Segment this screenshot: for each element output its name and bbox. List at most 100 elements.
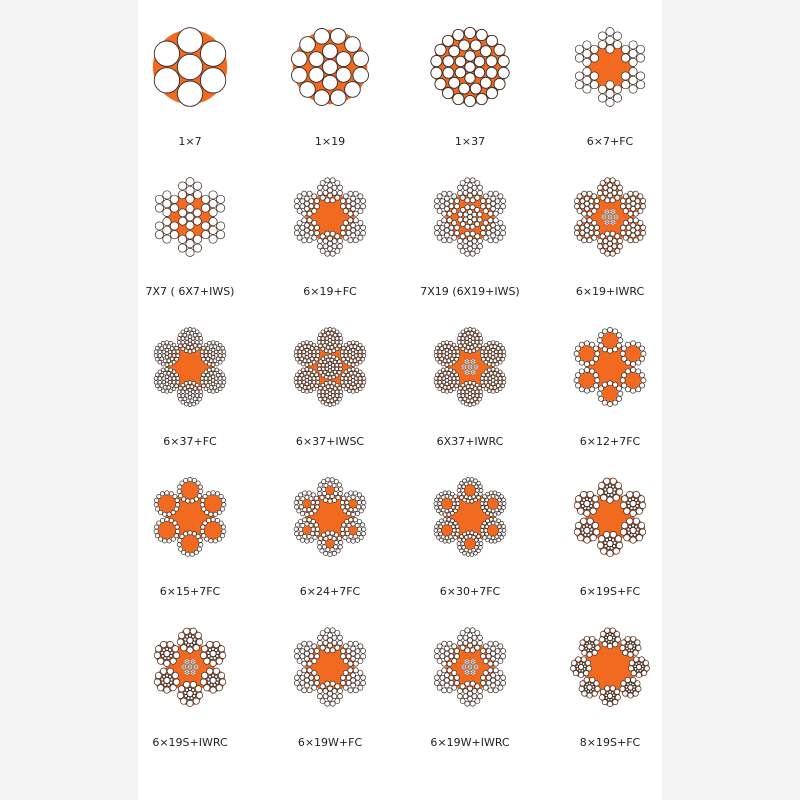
wire (314, 345, 319, 351)
wire (308, 367, 313, 373)
wire (444, 508, 450, 514)
wire (500, 372, 505, 377)
wire (180, 340, 186, 345)
wire (467, 240, 473, 247)
wire (191, 393, 196, 398)
wire (470, 659, 473, 662)
wire (467, 666, 470, 670)
wire (361, 376, 367, 381)
wire (155, 533, 161, 539)
wire (474, 248, 481, 254)
strand (479, 517, 507, 544)
wire (467, 192, 473, 199)
rope-label: 6×37+FC (163, 435, 217, 448)
wire (448, 648, 455, 654)
wire (208, 648, 212, 652)
wire (183, 627, 191, 635)
wire (492, 517, 498, 522)
wire (643, 665, 650, 672)
wire (434, 505, 439, 510)
wire (199, 353, 205, 358)
wire (448, 367, 453, 373)
wire (626, 491, 634, 499)
wire (584, 687, 588, 692)
wire (163, 659, 171, 667)
wire (490, 494, 496, 499)
wire (339, 376, 345, 381)
wire (193, 664, 196, 668)
wire (191, 673, 195, 676)
wire (588, 198, 595, 204)
wire (329, 197, 336, 204)
wire (185, 239, 195, 249)
wire (337, 491, 343, 497)
wire (203, 386, 209, 392)
wire (319, 194, 326, 201)
wire (352, 490, 358, 496)
wire (599, 233, 606, 240)
wire (474, 545, 479, 550)
fiber-core (441, 524, 453, 537)
wire (469, 398, 475, 403)
wire (186, 696, 191, 701)
wire (635, 644, 642, 651)
wire (325, 345, 331, 350)
wire (485, 674, 492, 681)
wire (194, 336, 200, 341)
wire (436, 643, 443, 650)
wire (297, 369, 302, 374)
wire (160, 517, 166, 523)
wire (304, 367, 310, 372)
wire (478, 541, 484, 546)
wire (637, 661, 641, 665)
wire (630, 340, 636, 347)
wire (607, 347, 613, 354)
wire (444, 200, 450, 207)
wire (356, 383, 361, 388)
strand (176, 327, 204, 354)
wire (309, 346, 315, 351)
wire (591, 495, 599, 503)
wire (185, 669, 189, 672)
wire (620, 639, 627, 646)
wire (448, 495, 453, 500)
wire (485, 55, 498, 68)
wire (590, 641, 594, 646)
wire (631, 496, 635, 501)
wire (605, 633, 610, 637)
wire (162, 190, 172, 200)
wire (465, 369, 469, 372)
wire (469, 197, 476, 204)
wire (354, 648, 361, 654)
wire (578, 368, 585, 375)
wire (352, 667, 359, 674)
wire (327, 368, 333, 373)
wire (470, 372, 473, 375)
wire (169, 383, 175, 388)
wire (332, 369, 338, 375)
wire (460, 221, 466, 227)
wire (345, 198, 352, 204)
wire (191, 688, 195, 692)
fiber-core (625, 345, 642, 362)
wire (212, 511, 218, 517)
wire (485, 373, 491, 378)
wire (485, 356, 491, 361)
wire (324, 363, 329, 368)
wire (342, 234, 349, 241)
wire (308, 537, 314, 543)
wire (212, 667, 220, 675)
wire (293, 680, 300, 686)
wire (302, 344, 308, 349)
wire (639, 372, 645, 379)
wire (616, 385, 622, 392)
wire (333, 532, 339, 538)
wire (189, 681, 197, 689)
wire (198, 336, 204, 341)
wire (176, 27, 204, 54)
strand (479, 340, 507, 367)
wire (331, 640, 338, 646)
wire (324, 375, 329, 380)
wire (598, 332, 604, 339)
wire (446, 385, 451, 390)
